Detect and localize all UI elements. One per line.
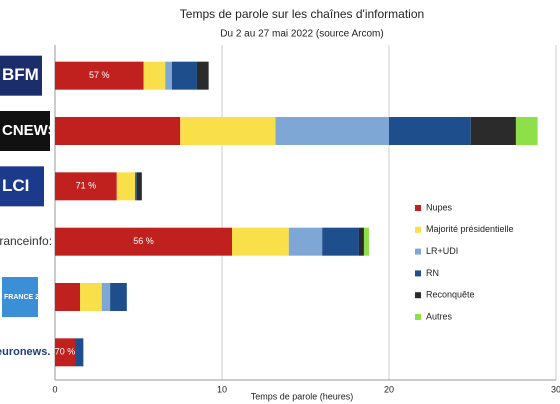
- legend-label: Majorité présidentielle: [426, 224, 514, 234]
- legend-swatch: [415, 292, 421, 299]
- bar-segment: [55, 283, 81, 311]
- bar-annotation: 56 %: [133, 236, 154, 246]
- bar-segment: [165, 61, 172, 90]
- bar-segment: [358, 227, 364, 256]
- bar-segment: [196, 61, 209, 90]
- category-logo: FRANCE 24: [2, 277, 43, 317]
- bar-segment: [389, 117, 471, 145]
- legend-swatch: [415, 205, 421, 211]
- x-tick-label: 10: [217, 384, 227, 394]
- x-tick-label: 20: [384, 384, 394, 394]
- bar-segment: [101, 283, 111, 311]
- chart-title: Temps de parole sur les chaînes d'inform…: [180, 7, 424, 21]
- bar-segment: [135, 172, 137, 201]
- logo-background: [2, 277, 38, 317]
- bar-segment: [232, 227, 289, 256]
- x-tick-label: 30: [551, 384, 560, 394]
- category-logo: BFM TV: [0, 55, 66, 96]
- x-axis-title: Temps de parole (heures): [251, 391, 354, 401]
- bar-annotation: 57 %: [89, 70, 110, 80]
- legend-swatch: [415, 248, 421, 255]
- bar-segment: [515, 117, 538, 145]
- logo-background: [0, 166, 44, 207]
- y-tick-label: LCI: [2, 176, 29, 195]
- bar-segment: [80, 283, 102, 311]
- chart-subtitle: Du 2 au 27 mai 2022 (source Arcom): [220, 29, 383, 40]
- legend-label: Reconquête: [426, 290, 475, 300]
- category-logo: franceinfo:: [0, 234, 52, 248]
- bar-segment: [75, 338, 84, 367]
- category-logo: LCI: [0, 166, 44, 207]
- legend-label: LR+UDI: [426, 246, 458, 256]
- bar-segment: [363, 227, 369, 256]
- category-logo: euronews.: [0, 346, 50, 358]
- bar-segment: [55, 227, 233, 256]
- legend-swatch: [415, 226, 421, 233]
- bar-segment: [55, 338, 76, 367]
- legend-label: RN: [426, 268, 439, 278]
- x-tick-label: 0: [52, 384, 57, 394]
- y-tick-label: euronews.: [0, 346, 50, 358]
- legend-label: Nupes: [426, 202, 453, 212]
- bar-segment: [171, 61, 197, 90]
- bar-segment: [55, 117, 181, 145]
- bar-segment: [55, 172, 117, 201]
- bar-annotation: 70 %: [55, 347, 76, 357]
- bar-segment: [470, 117, 516, 145]
- legend-label: Autres: [426, 311, 453, 321]
- legend-swatch: [415, 270, 421, 277]
- y-tick-label: franceinfo:: [0, 234, 52, 248]
- bar-segment: [180, 117, 276, 145]
- bar-segment: [143, 61, 166, 90]
- y-tick-label: CNEWS: [2, 122, 58, 139]
- bar-segment: [116, 172, 136, 201]
- logo-background: [0, 111, 50, 151]
- legend-swatch: [415, 314, 421, 320]
- bar-segment: [55, 61, 144, 90]
- bar-segment: [288, 227, 323, 256]
- bar-annotation: 71 %: [76, 181, 97, 191]
- bar-segment: [110, 283, 127, 311]
- bar-segment: [275, 117, 389, 145]
- bar-segment: [322, 227, 359, 256]
- bar-segment: [136, 172, 142, 201]
- logo-background: [0, 55, 42, 96]
- category-logo: CNEWS: [0, 111, 58, 151]
- y-tick-label: BFM TV: [2, 65, 66, 84]
- y-tick-label: FRANCE 24: [4, 294, 43, 301]
